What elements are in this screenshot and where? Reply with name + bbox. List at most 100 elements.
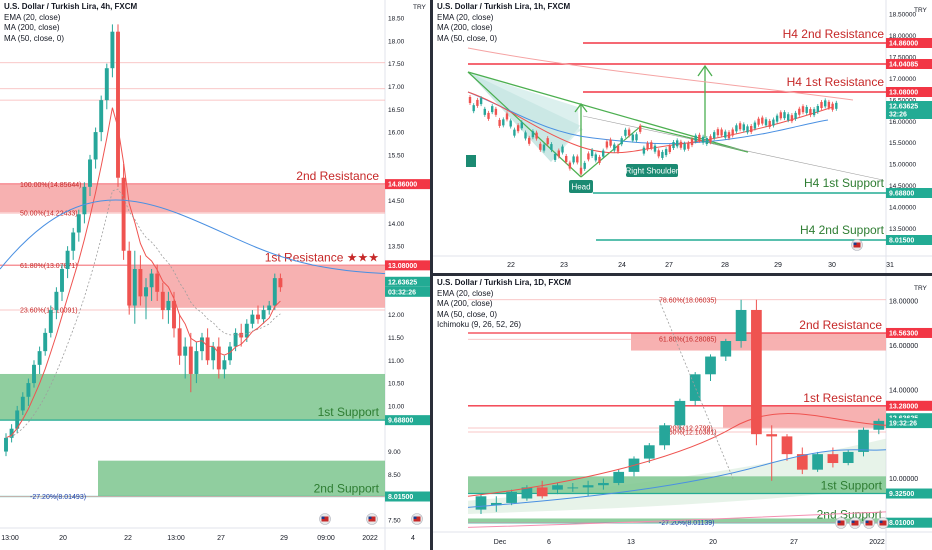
indicator-ma200-1d[interactable]: MA (200, close) (437, 299, 493, 308)
candle-1h (820, 101, 823, 108)
ema-line-1d (467, 413, 887, 497)
candle-1h (520, 122, 523, 129)
price-axis-4h (385, 0, 430, 550)
indicator-ma50-1h[interactable]: MA (50, close, 0) (437, 33, 498, 43)
currency-label-4h: TRY (413, 4, 427, 11)
candle-1h (731, 129, 734, 136)
indicator-ma200-4h[interactable]: MA (200, close) (4, 23, 60, 32)
price-tag-2-1h: 13.08000 (889, 90, 918, 97)
candle-1h (768, 120, 771, 127)
event-1h-flag-stripes (853, 242, 861, 248)
candle-1h (505, 113, 509, 120)
chart-panel-4h[interactable]: TRY 2nd Resistance 1st Resistance ★★★ 1st S… (0, 0, 430, 550)
indicator-ma200-1h[interactable]: MA (200, close) (437, 23, 493, 32)
candle-1h (609, 139, 612, 146)
head-label-1h: Head (571, 183, 590, 192)
candle-1d-candle (735, 309, 747, 342)
panel-divider-vertical[interactable] (430, 0, 433, 550)
candle-1h (668, 146, 671, 153)
price-tag-1-1h: 14.04085 (889, 62, 918, 69)
event-1d-flag-canton (879, 520, 883, 523)
symbol-title-4h[interactable]: U.S. Dollar / Turkish Lira, 4h, FXCM (4, 2, 138, 11)
axis-tick-4h: 11.50 (388, 335, 404, 342)
time-tick-4h: 2022 (362, 535, 378, 542)
candle-4h-candle (32, 364, 36, 384)
candle-4h-candle (250, 314, 255, 324)
candle-1h (653, 145, 657, 152)
axis-tick-4h: 7.50 (388, 518, 401, 525)
candle-1h (805, 106, 808, 113)
indicator-ichimoku-1d[interactable]: Ichimoku (9, 26, 52, 26) (437, 320, 522, 329)
candle-4h-candle (37, 351, 42, 365)
candle-4h-candle (26, 383, 31, 397)
indicator-ema-4h[interactable]: EMA (20, close) (4, 12, 61, 22)
zone-label-0-1d: 2nd Resistance (799, 318, 882, 332)
candle-1h (594, 154, 597, 161)
neckline-1h (467, 71, 749, 153)
price-tag-8-1d: 9.32500 (889, 491, 914, 498)
candle-1h (602, 150, 605, 157)
symbol-title-1d[interactable]: U.S. Dollar / Turkish Lira, 1D, FXCM (437, 278, 572, 287)
price-tag-2-4h: 12.63625 (388, 279, 417, 286)
chart-canvas-1d[interactable]: TRY 2nd Resistance 1st Resistance 1st Suppo… (433, 276, 932, 550)
chart-canvas-4h[interactable]: TRY 2nd Resistance 1st Resistance ★★★ 1st S… (0, 0, 430, 550)
axis-tick-1h: 14.00000 (889, 205, 916, 212)
symbol-title-1h[interactable]: U.S. Dollar / Turkish Lira, 1h, FXCM (437, 2, 571, 11)
candle-4h-candle (222, 360, 227, 370)
candle-1h (687, 142, 690, 149)
panel-divider-horizontal[interactable] (433, 273, 932, 276)
candle-4h-candle (88, 159, 92, 187)
candle-1h (831, 103, 834, 110)
indicator-ema-1d[interactable]: EMA (20, close) (437, 288, 494, 298)
candle-1h (635, 134, 638, 141)
candle-1h (812, 109, 816, 116)
price-tag-3-4h: 03:32:26 (388, 289, 416, 296)
indicator-ma50-4h[interactable]: MA (50, close, 0) (4, 33, 65, 43)
candle-4h-candle (54, 291, 59, 311)
candle-1h (472, 105, 475, 112)
candle-1h (598, 156, 601, 163)
indicator-ema-1h[interactable]: EMA (20, close) (437, 12, 494, 22)
target-arrowhead-1-1h (574, 102, 588, 113)
ma50-line-1h (467, 91, 829, 145)
currency-label-1d: TRY (914, 285, 928, 292)
candle-1d-candle (567, 487, 579, 489)
price-tag-6-1h: 8.01500 (889, 238, 914, 245)
candle-1d-candle (536, 487, 548, 497)
legend-1d: U.S. Dollar / Turkish Lira, 1D, FXCM EMA… (437, 278, 571, 331)
candle-1h (664, 149, 668, 156)
indicator-ma50-1d[interactable]: MA (50, close, 0) (437, 309, 498, 319)
candle-1h (483, 108, 486, 115)
candle-1h (683, 143, 686, 150)
time-tick-1h: 27 (665, 262, 673, 269)
price-tag-9-1d-bg (886, 517, 932, 528)
candle-1h (772, 119, 775, 126)
candle-1h (502, 119, 505, 126)
ma50-line-4h (5, 188, 281, 439)
candle-1h (639, 125, 642, 132)
candle-1d-candle (598, 482, 609, 486)
candle-4h-candle (228, 346, 232, 361)
event-1d-flag-stripes (851, 520, 859, 526)
candle-1h (735, 125, 738, 132)
candle-1d-candle (490, 502, 502, 506)
axis-tick-4h: 15.50 (388, 152, 405, 159)
candle-4h-candle (183, 346, 188, 356)
price-tag-1-4h: 13.08000 (388, 263, 417, 270)
chart-panel-1d[interactable]: TRY 2nd Resistance 1st Resistance 1st Suppo… (433, 276, 932, 550)
chart-canvas-1h[interactable]: TRY 13.50000 14.00000 14.50000 15.00000 15.50… (433, 0, 932, 273)
candle-1h (742, 124, 745, 131)
axis-tick-4h: 16.50 (388, 107, 405, 114)
candle-1h (824, 100, 827, 107)
event-1d-flag-stripes (865, 520, 873, 526)
candle-4h-candle (138, 269, 143, 297)
candle-1h (713, 132, 716, 139)
price-tag-4-4h-bg (385, 415, 430, 426)
candle-4h-candle (15, 410, 20, 429)
chart-panel-1h[interactable]: TRY 13.50000 14.00000 14.50000 15.00000 15.50… (433, 0, 932, 273)
ema-line-4h (5, 107, 281, 439)
candle-4h-candle (99, 100, 104, 133)
zone-label-0-1h: H4 2nd Resistance (783, 27, 885, 41)
axis-tick-1h: 18.50000 (889, 12, 916, 19)
candle-1h (605, 141, 609, 148)
